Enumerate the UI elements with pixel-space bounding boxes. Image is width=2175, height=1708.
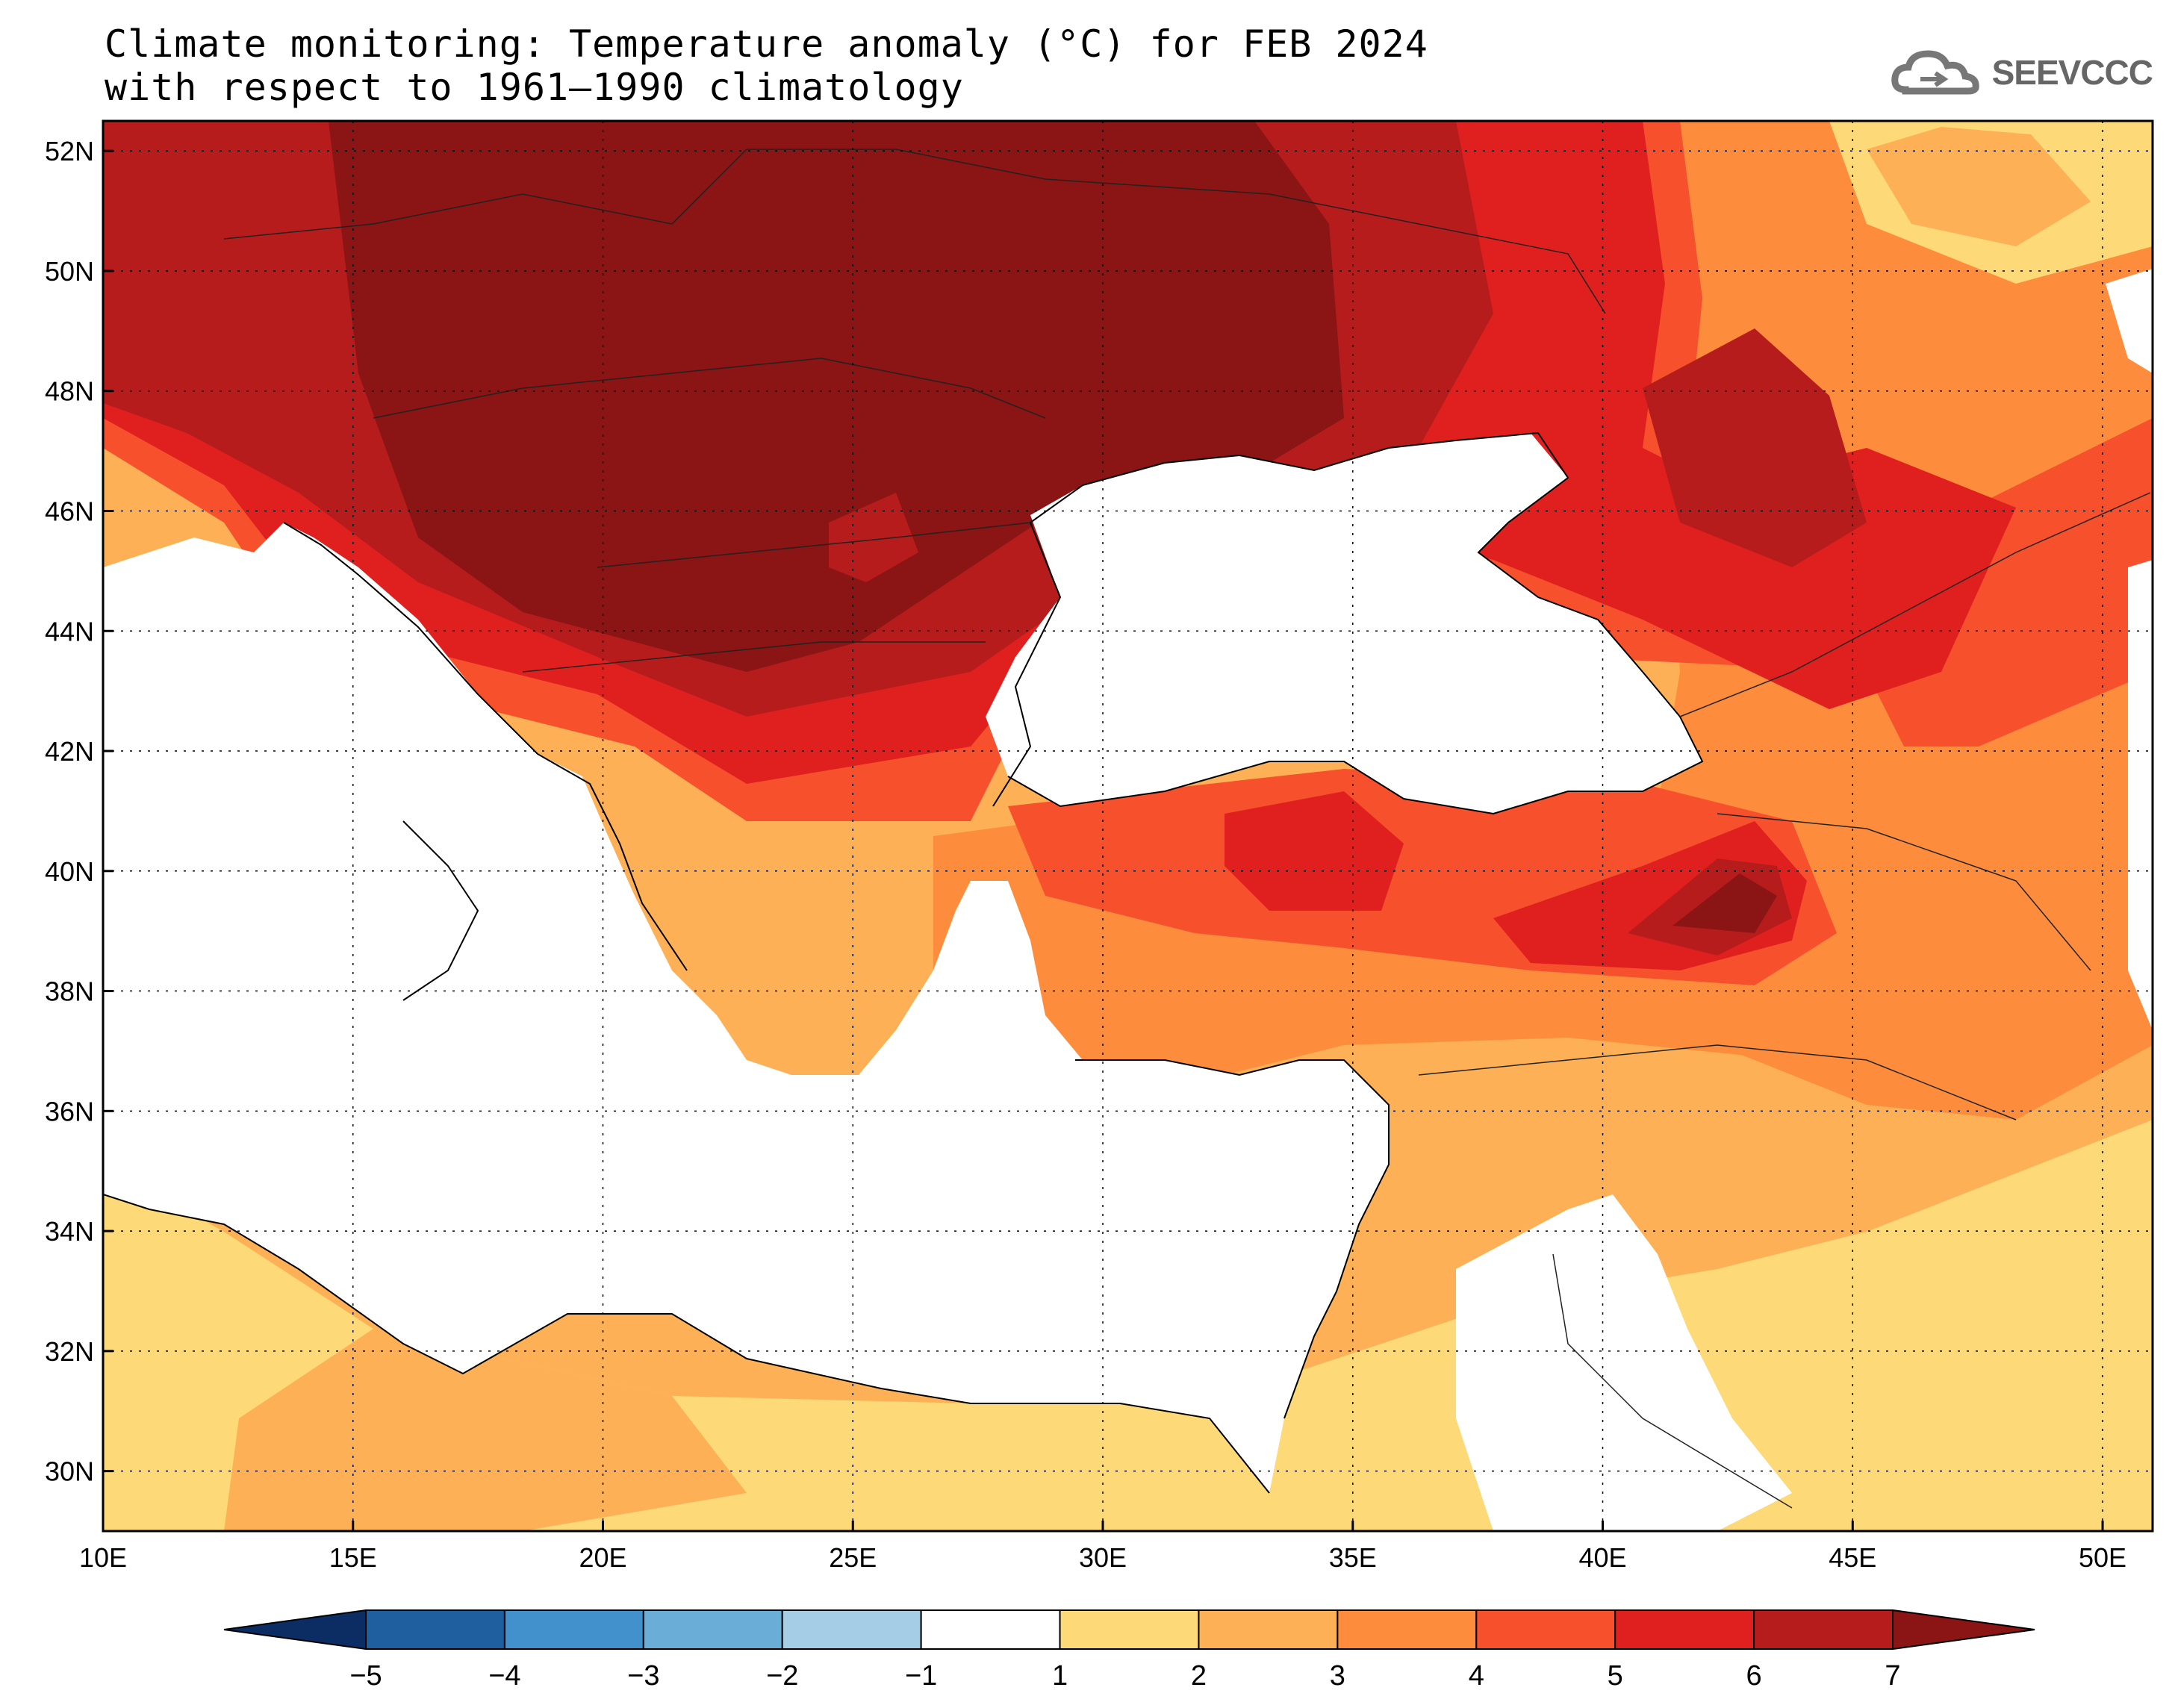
lon-tick-label: 25E (829, 1542, 877, 1573)
colorbar-left-arrow (223, 1609, 367, 1651)
anomaly-band-gt7 (1673, 873, 1777, 933)
colorbar-segment (642, 1609, 783, 1650)
lat-tick-label: 42N (45, 736, 94, 767)
colorbar-segment (1475, 1609, 1617, 1650)
black-sea (986, 433, 1702, 814)
lon-tick-label: 10E (79, 1542, 127, 1573)
colorbar-segment (1059, 1609, 1200, 1650)
colorbar-segment (1753, 1609, 1894, 1650)
no-data-patch (2106, 269, 2153, 373)
map-title: Climate monitoring: Temperature anomaly … (105, 22, 1428, 66)
colorbar-label: −5 (349, 1660, 382, 1692)
colorbar-segment (1198, 1609, 1339, 1650)
map-field (103, 121, 2153, 1531)
anomaly-band-6-7 (829, 493, 918, 582)
colorbar-segment (781, 1609, 922, 1650)
lat-tick-label: 48N (45, 376, 94, 407)
anomaly-band-2-3 (224, 1329, 747, 1531)
lat-tick-label: 50N (45, 256, 94, 287)
colorbar-segment (1614, 1609, 1755, 1650)
mediterranean-sea (103, 523, 1389, 1493)
colorbar-label: −3 (627, 1660, 659, 1692)
anomaly-band-6-7 (1643, 328, 1867, 567)
map-grid (103, 121, 2153, 1531)
colorbar-segment (1337, 1609, 1478, 1650)
azov-area (1359, 478, 1493, 545)
lon-tick-label: 35E (1329, 1542, 1377, 1573)
colorbar-label: −4 (488, 1660, 520, 1692)
colorbar-label: 6 (1746, 1660, 1762, 1692)
lon-tick-labels: 10E 15E 20E 25E 30E 35E 40E 45E 50E (79, 1521, 2126, 1573)
colorbar-label: −1 (905, 1660, 937, 1692)
cloud-icon (1891, 50, 1979, 95)
anomaly-band-5-6 (1225, 791, 1404, 911)
colorbar-label: −2 (766, 1660, 798, 1692)
colorbar-segment (503, 1609, 644, 1650)
borders (223, 149, 2151, 1509)
lon-tick-label: 45E (1829, 1542, 1876, 1573)
lon-tick-label: 15E (329, 1542, 377, 1573)
lon-tick-label: 30E (1079, 1542, 1127, 1573)
colorbar: −5 −4 −3 −2 −1 1 2 3 4 5 6 7 (223, 1609, 2035, 1692)
coastlines (103, 431, 1704, 1494)
lat-tick-label: 44N (45, 616, 94, 646)
lat-tick-labels: 30N 32N 34N 36N 38N 40N 42N 44N 46N 48N 50N 52N (45, 136, 113, 1487)
lon-tick-label: 40E (1579, 1542, 1627, 1573)
colorbar-label: 3 (1330, 1660, 1345, 1692)
seevccc-logo: SEEVCCC (1891, 46, 2153, 99)
lat-tick-label: 30N (45, 1456, 94, 1487)
colorbar-label: 1 (1052, 1660, 1068, 1692)
colorbar-segment (365, 1609, 505, 1650)
lat-tick-label: 32N (45, 1336, 94, 1367)
lon-tick-label: 20E (579, 1542, 626, 1573)
map-frame (102, 119, 2154, 1533)
lat-tick-label: 38N (45, 976, 94, 1007)
lat-tick-label: 46N (45, 496, 94, 526)
colorbar-label: 4 (1469, 1660, 1484, 1692)
colorbar-label: 2 (1191, 1660, 1207, 1692)
lon-tick-label: 50E (2079, 1542, 2126, 1573)
lat-tick-label: 36N (45, 1096, 94, 1126)
lat-tick-label: 52N (45, 136, 94, 166)
logo-text: SEEVCCC (1991, 53, 2153, 92)
colorbar-label: 5 (1608, 1660, 1623, 1692)
colorbar-right-arrow (1892, 1609, 2035, 1651)
caspian-sea (2128, 560, 2153, 1030)
anomaly-band-gt7 (329, 121, 1344, 672)
tyrrhenian-area (103, 1015, 373, 1157)
colorbar-label: 7 (1885, 1660, 1900, 1692)
desert-no-data (1456, 1194, 1792, 1531)
lat-tick-label: 40N (45, 856, 94, 887)
anomaly-band-2-3 (1867, 127, 2091, 246)
colorbar-segment (920, 1609, 1061, 1650)
lat-tick-label: 34N (45, 1216, 94, 1247)
map-subtitle: with respect to 1961–1990 climatology (105, 66, 964, 109)
